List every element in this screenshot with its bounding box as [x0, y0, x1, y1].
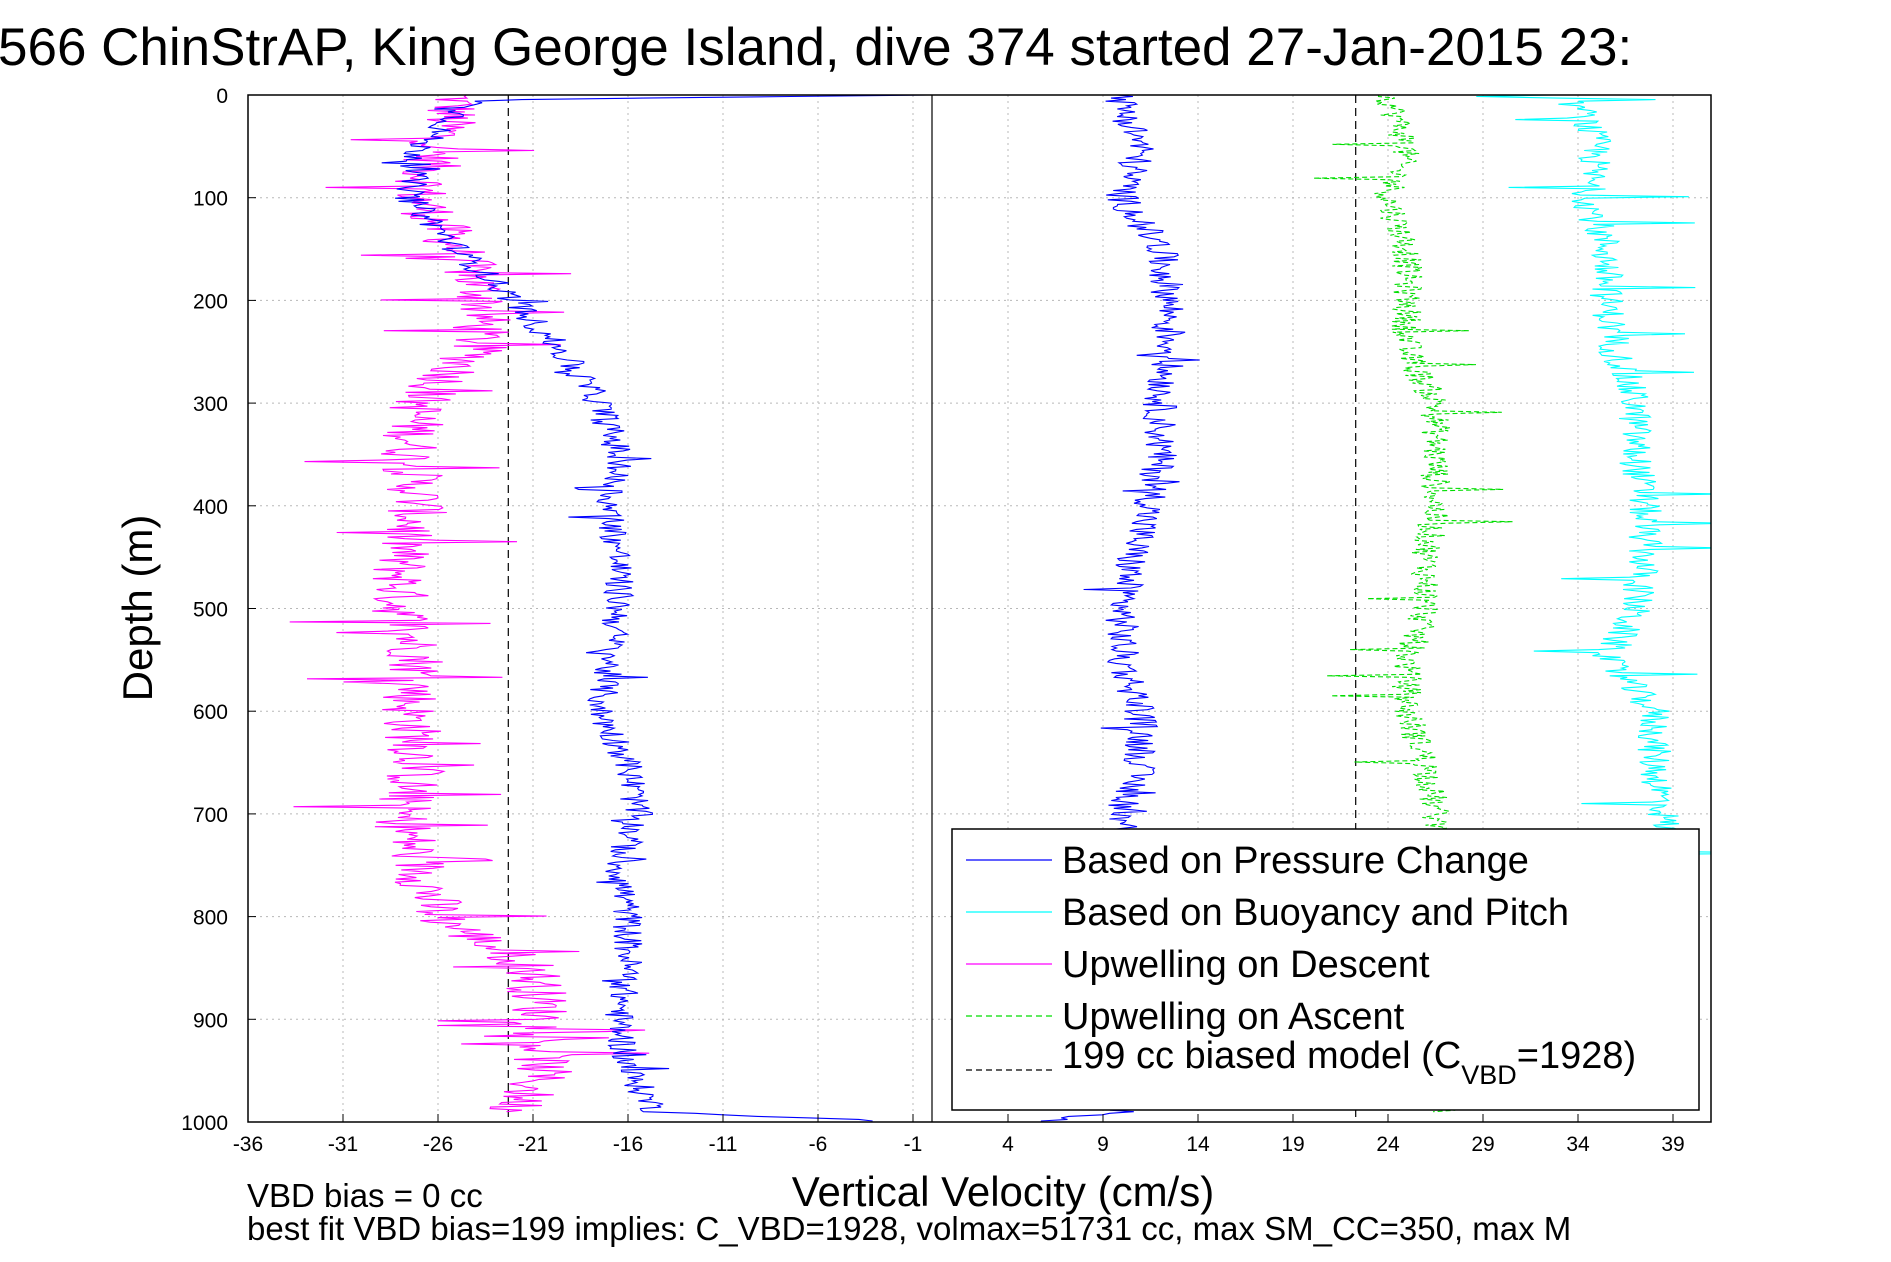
y-tick-label: 900: [193, 1009, 228, 1032]
y-tick-label: 100: [193, 188, 228, 211]
x-axis-label: Vertical Velocity (cm/s): [792, 1168, 1214, 1215]
legend-box: [951, 828, 1700, 1111]
y-tick-label: 300: [193, 393, 228, 416]
x-tick-label: 19: [1281, 1133, 1304, 1156]
y-tick-label: 600: [193, 701, 228, 724]
series-upwelling-descent: [289, 95, 650, 1113]
x-tick-label: 24: [1376, 1133, 1400, 1156]
legend-model-sub: VBD: [1461, 1060, 1517, 1090]
x-tick-label: 39: [1661, 1133, 1684, 1156]
y-axis-label: Depth (m): [114, 515, 161, 702]
legend-model-tail: =1928): [1517, 1035, 1636, 1077]
x-tick-label: -21: [518, 1133, 548, 1156]
plot-frame: [247, 94, 1712, 1123]
legend-item-model: 199 cc biased model (CVBD=1928): [1062, 1035, 1636, 1090]
y-tick-label: 400: [193, 496, 228, 519]
x-tick-label: 29: [1471, 1133, 1494, 1156]
x-tick-label: -1: [904, 1133, 923, 1156]
y-tick-label: 200: [193, 290, 228, 313]
ticks: -36 -31 -26 -21 -16 -11 -6 -1 4 9 14 19 24 29 34 39 0 100…: [181, 85, 1684, 1156]
x-tick-label: 9: [1097, 1133, 1109, 1156]
legend-item-ascent: Upwelling on Ascent: [1062, 996, 1405, 1038]
series-buoyancy-pitch: [1476, 95, 1711, 917]
x-tick-label: -6: [809, 1133, 828, 1156]
legend-item-pressure: Based on Pressure Change: [1062, 840, 1529, 882]
x-tick-label: -11: [709, 1133, 738, 1156]
series-pressure-descent: [381, 95, 928, 1122]
legend-model-main: 199 cc biased model (C: [1062, 1035, 1461, 1077]
y-tick-label: 800: [193, 907, 228, 930]
x-tick-label: 14: [1186, 1133, 1210, 1156]
x-tick-label: -31: [328, 1133, 358, 1156]
x-tick-label: -36: [233, 1133, 263, 1156]
y-tick-label: 0: [216, 85, 228, 108]
y-tick-label: 1000: [181, 1112, 228, 1135]
footer-line-1: VBD bias = 0 cc: [247, 1177, 483, 1214]
x-tick-label: 4: [1002, 1133, 1014, 1156]
legend: Based on Pressure Change Based on Buoyan…: [951, 828, 1700, 1111]
y-tick-label: 700: [193, 804, 228, 827]
x-tick-label: 34: [1566, 1133, 1590, 1156]
legend-item-descent: Upwelling on Descent: [1062, 944, 1430, 986]
x-tick-label: -26: [423, 1133, 453, 1156]
footer-line-2: best fit VBD bias=199 implies: C_VBD=192…: [247, 1210, 1571, 1247]
x-tick-label: -16: [613, 1133, 643, 1156]
chart-title: 566 ChinStrAP, King George Island, dive …: [0, 18, 1632, 77]
legend-item-buoyancy: Based on Buoyancy and Pitch: [1062, 892, 1569, 934]
y-tick-label: 500: [193, 599, 228, 622]
